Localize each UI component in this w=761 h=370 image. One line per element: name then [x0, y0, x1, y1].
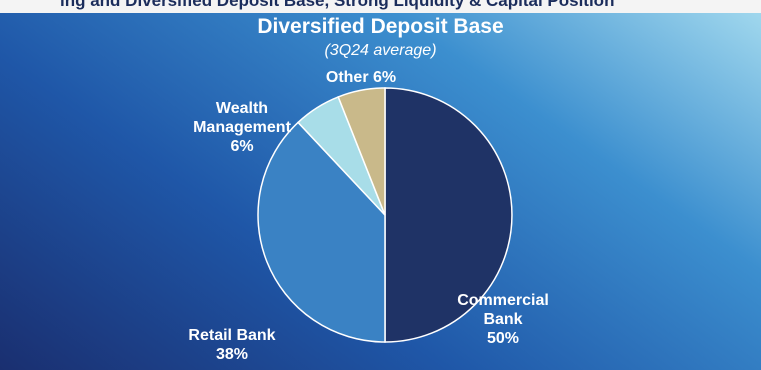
label-commercial-bank: Commercial Bank 50% — [457, 292, 549, 347]
label-retail-bank: Retail Bank 38% — [188, 327, 276, 363]
label-other: Other 6% — [325, 69, 397, 86]
slice-other — [337, 87, 386, 216]
header-strip: ing and Diversified Deposit Base, Strong… — [0, 0, 761, 13]
header-text: ing and Diversified Deposit Base, Strong… — [60, 0, 615, 10]
label-wealth-management: Wealth Management 6% — [193, 100, 291, 155]
chart-subtitle: (3Q24 average) — [324, 42, 437, 59]
slice-commercial-bank — [384, 87, 513, 343]
chart-title: Diversified Deposit Base — [257, 15, 504, 38]
slice-retail-bank — [257, 121, 386, 343]
